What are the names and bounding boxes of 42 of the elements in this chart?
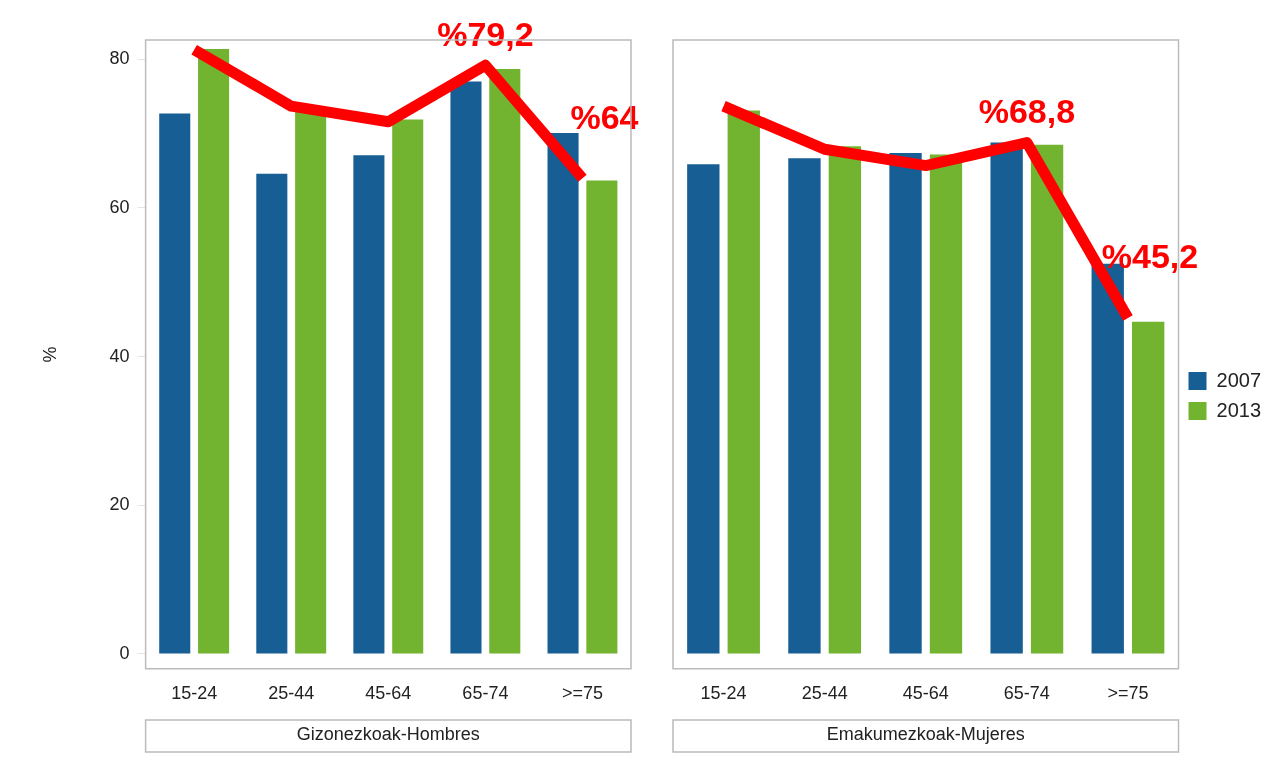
bar [489,68,521,654]
y-tick-label: 80 [109,48,130,69]
bar [990,142,1023,654]
bar [889,152,922,654]
data-label: %64 [570,97,639,136]
bar [828,146,862,654]
data-label: %79,2 [437,14,534,53]
legend-label: 2007 [1216,368,1262,391]
x-tick-label: 45-64 [365,682,412,703]
x-tick-label: 45-64 [902,682,949,703]
bar [727,110,760,654]
bar [687,164,720,654]
y-tick-label: 20 [109,494,130,515]
x-tick-label: 65-74 [462,682,509,703]
y-axis-title: % [39,346,60,363]
data-label: %45,2 [1101,237,1199,276]
bar [586,180,618,654]
x-tick-label: >=75 [1107,682,1149,703]
data-label: %68,8 [978,91,1076,130]
x-tick-label: 15-24 [171,682,218,703]
x-tick-label: 25-44 [268,682,315,703]
y-tick-label: 60 [109,196,130,217]
y-tick-label: 0 [119,642,130,663]
x-tick-label: 25-44 [801,682,848,703]
x-tick-label: >=75 [561,682,603,703]
legend-label: 2013 [1216,398,1262,421]
bar [392,119,424,654]
bar [1132,321,1165,654]
x-axis-title: Gizonezkoak-Hombres [296,724,480,745]
bar [450,81,482,654]
bar [929,154,963,654]
bar [353,155,385,654]
x-tick-label: 15-24 [700,682,747,703]
x-tick-label: 65-74 [1003,682,1050,703]
bar [198,48,230,654]
y-tick-label: 40 [109,345,130,366]
bar [256,173,288,654]
bar [547,132,579,654]
bar [788,158,821,654]
bar [1030,144,1064,654]
x-axis-title: Emakumezkoak-Mujeres [826,724,1025,745]
bar [159,113,191,654]
